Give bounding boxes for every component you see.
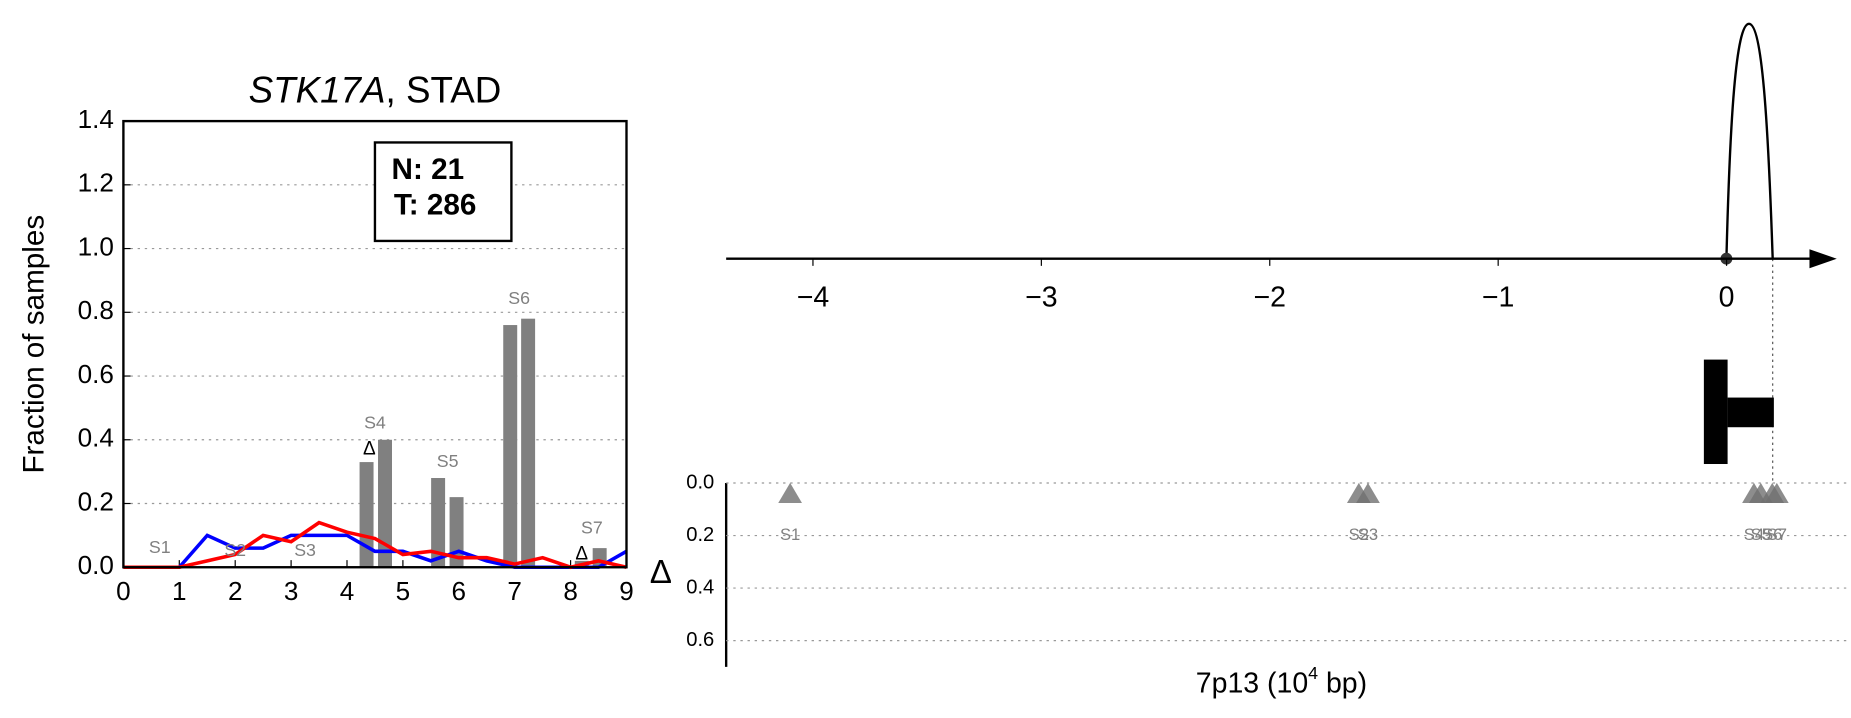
title-gene: STK17A [249,69,386,110]
point-label: S3 [1358,525,1378,544]
y-tick-label: 0.2 [78,486,114,516]
delta-marker: Δ [363,438,376,459]
gene-block [1703,359,1728,465]
y-tick-label: 0.2 [686,524,714,546]
point [778,482,802,503]
x-tick-label: 6 [452,576,467,606]
y-axis-label: Fraction of samples [17,215,50,474]
x-tick-label: 5 [396,576,411,606]
point [1356,482,1380,503]
segment-label: S2 [224,540,246,560]
y-tick-label: 1.4 [78,104,114,134]
y-tick-label: 0.6 [78,359,114,389]
y-tick-label: 0.4 [78,423,114,453]
bar [431,478,446,568]
x-tick-label: 3 [284,576,299,606]
x-tick-label: 9 [619,576,634,606]
x-tick-label: 8 [563,576,578,606]
segment-label: S1 [149,537,171,557]
point [1764,482,1789,503]
peak-curve [1725,22,1774,259]
x-tick-label: −4 [797,282,829,314]
x-tick-label: 2 [228,576,243,606]
bar [521,318,536,568]
point-label: S7 [1767,525,1787,544]
point-label: S5 [1751,525,1771,544]
counts-text: N: 21 [392,153,465,186]
line [123,520,627,570]
title-rest: , STAD [386,69,502,110]
y-tick-label: 0.0 [78,550,114,580]
segment-label: S5 [437,451,459,471]
x-tick-label: 0 [1719,282,1735,314]
point-label: S4 [1744,525,1764,544]
point-label: S6 [1762,525,1782,544]
x-tick-label: 1 [172,576,187,606]
y-tick-label: 0.8 [78,295,114,325]
x-tick-label: 0 [116,576,131,606]
y-tick-label: 0.6 [686,629,714,651]
chart-title: STK17A, STAD [249,69,502,110]
segment-label: S6 [508,288,530,308]
delta-marker: Δ [575,544,588,565]
x-label-rest: bp) [1318,667,1367,699]
axis-arrow [1809,249,1837,269]
y-tick-label: 1.0 [78,231,114,261]
bar [359,462,374,568]
x-axis-label: 7p13 (104 bp) [1196,663,1367,699]
y-tick-label: 0.0 [686,471,714,493]
counts-box [373,141,513,243]
counts-text: T: 286 [394,188,476,221]
x-tick-label: −2 [1254,282,1286,314]
x-tick-label: −3 [1025,282,1057,314]
bar [503,325,518,568]
bar [378,439,392,568]
segment-label: S4 [364,413,386,433]
segment-label: S3 [294,540,316,560]
x-label-sup: 4 [1308,663,1318,683]
y-axis-label: Δ [650,554,672,591]
y-tick-label: 0.4 [686,576,714,598]
segment-label: S7 [581,518,603,538]
bar [449,497,464,568]
x-tick-label: 7 [507,576,522,606]
y-tick-label: 1.2 [78,168,114,198]
x-tick-label: −1 [1482,282,1514,314]
plot-frame [122,119,628,569]
x-tick-label: 4 [340,576,355,606]
gene-block [1727,397,1774,428]
point-label: S1 [780,525,800,544]
x-label-base: 7p13 (10 [1196,667,1308,699]
point-label: S2 [1349,525,1369,544]
